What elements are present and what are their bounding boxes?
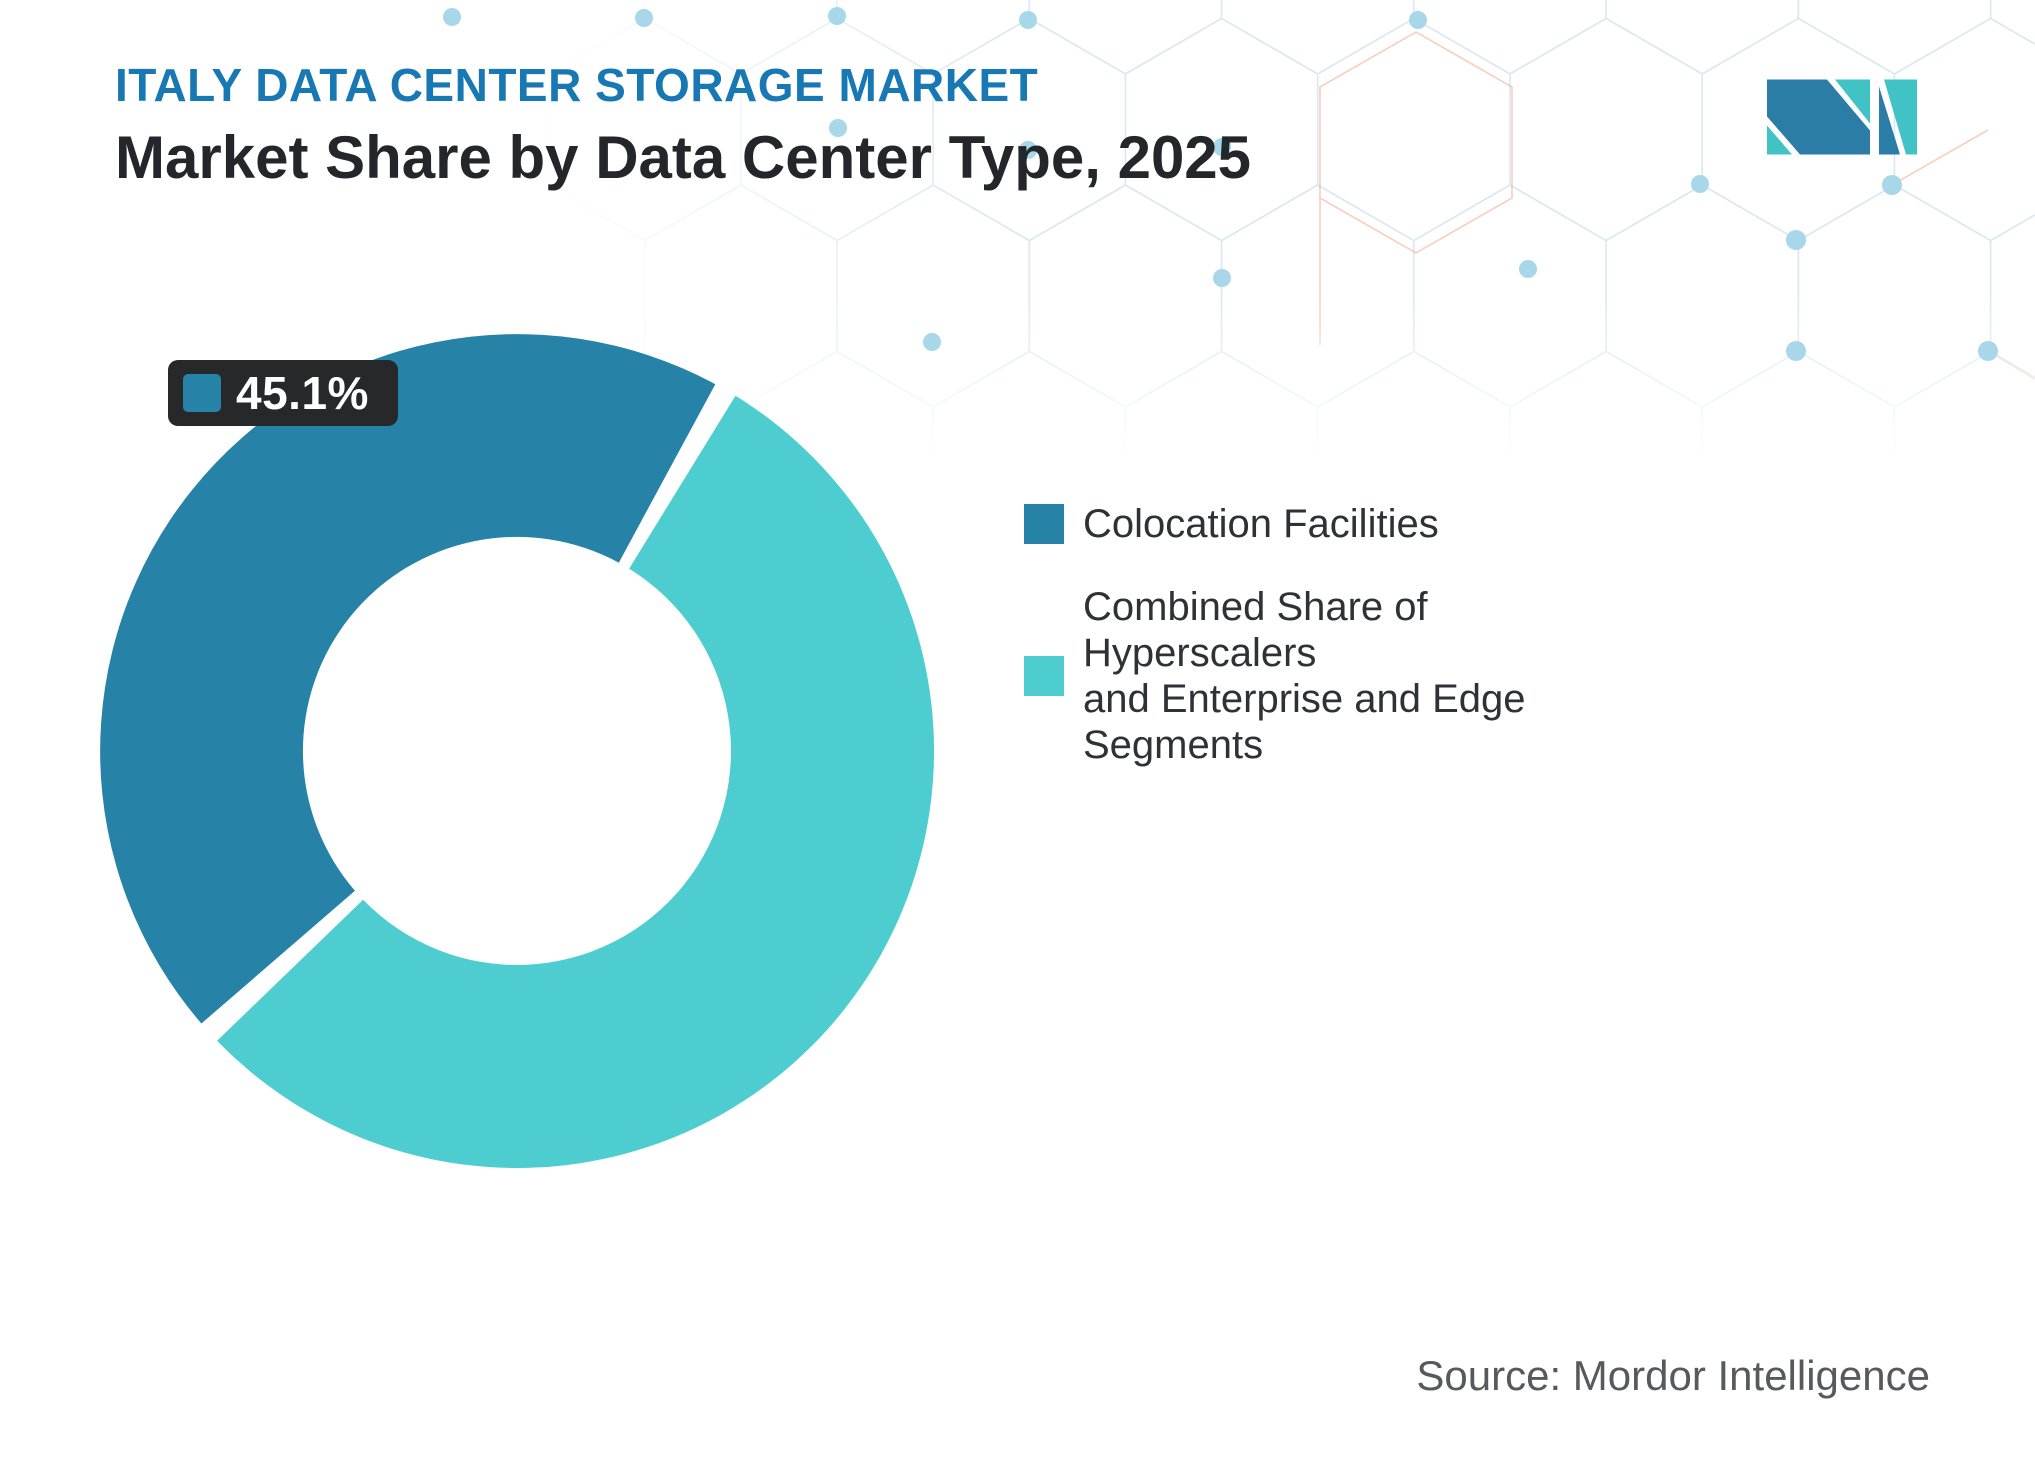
hex-pattern-background — [443, 0, 2035, 460]
logo-teal-top-shape — [1835, 79, 1870, 124]
legend-swatch-colocation — [1024, 504, 1064, 544]
legend-item-combined: Combined Share of Hyperscalers and Enter… — [1024, 584, 1664, 768]
data-label-callout: 45.1% — [168, 360, 398, 426]
logo-teal-bottom-shape — [1767, 125, 1792, 155]
slice-colocation-facilities — [100, 334, 716, 1024]
legend-label-colocation: Colocation Facilities — [1083, 502, 1439, 546]
legend-label-combined: Combined Share of Hyperscalers and Enter… — [1083, 584, 1664, 768]
data-label-value: 45.1% — [236, 367, 369, 419]
logo-teal-right-shape — [1884, 79, 1917, 155]
legend-label-combined-line1: Combined Share of Hyperscalers — [1083, 585, 1428, 675]
logo-blue-right-shape — [1879, 86, 1900, 155]
report-name: ITALY DATA CENTER STORAGE MARKET — [115, 59, 1039, 111]
legend-item-colocation: Colocation Facilities — [1024, 501, 1664, 547]
logo-blue-shape — [1767, 79, 1870, 155]
chart-legend: Colocation Facilities Combined Share of … — [1024, 501, 1664, 768]
slice-hyperscalers-enterprise-edge — [217, 395, 935, 1168]
mordor-intelligence-logo — [1767, 79, 1917, 155]
chart-title: Market Share by Data Center Type, 2025 — [115, 124, 1252, 191]
source-attribution: Source: Mordor Intelligence — [1416, 1352, 1930, 1399]
data-label-swatch — [183, 374, 221, 412]
hex-node-dots — [443, 7, 1998, 361]
legend-label-combined-line3: Segments — [1083, 723, 1264, 767]
legend-label-combined-line2: and Enterprise and Edge — [1083, 677, 1526, 721]
legend-swatch-combined — [1024, 656, 1064, 696]
